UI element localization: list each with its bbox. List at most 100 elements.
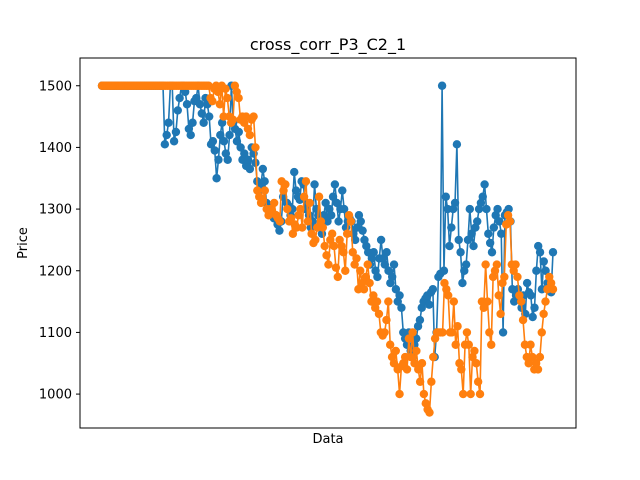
series-1-point	[473, 377, 483, 386]
series-0-point	[162, 130, 171, 140]
series-0-point	[445, 241, 454, 251]
series-1-point	[314, 192, 324, 201]
series-0-point	[175, 93, 184, 103]
series-0-point	[208, 137, 218, 146]
series-0-point	[195, 100, 205, 109]
series-0-point	[387, 272, 397, 282]
series-0-point	[532, 266, 541, 275]
series-1-point	[258, 195, 268, 205]
series-1-point	[208, 96, 217, 106]
series-0-point	[498, 328, 508, 337]
series-1-point	[283, 204, 292, 214]
series-1-point	[470, 346, 479, 356]
series-1-point	[301, 177, 311, 186]
series-0-point	[310, 180, 319, 189]
series-1-point	[511, 260, 520, 269]
series-1-point	[419, 389, 429, 399]
series-0-point	[245, 164, 255, 174]
series-0-point	[223, 155, 232, 164]
series-1-point	[352, 254, 361, 263]
series-0-point	[330, 180, 340, 189]
series-0-point	[493, 204, 502, 214]
series-1-point	[299, 192, 309, 201]
series-1-point	[286, 214, 296, 223]
series-1-point	[535, 352, 545, 362]
series-1-point	[533, 365, 543, 374]
plot-frame	[79, 57, 577, 429]
series-0-point	[391, 285, 401, 294]
series-0-point	[182, 100, 192, 109]
series-1-point	[475, 389, 485, 399]
series-1-point	[408, 328, 417, 337]
series-1-point	[365, 278, 374, 288]
series-0-point	[424, 300, 434, 309]
series-1-point	[369, 291, 378, 300]
series-1-point	[385, 340, 395, 349]
series-1-point	[457, 365, 466, 374]
series-1-point	[417, 359, 427, 368]
series-1-point	[333, 272, 342, 282]
series-1-point	[447, 328, 457, 337]
series-0-point	[480, 180, 489, 189]
chart-title: cross_corr_P3_C2_1	[250, 35, 406, 55]
series-1-point	[329, 241, 339, 251]
series-1-point	[384, 297, 393, 306]
series-0-point	[482, 204, 491, 214]
series-0-point	[323, 217, 332, 226]
series-1-point	[462, 328, 472, 337]
series-0-point	[522, 278, 532, 288]
series-1-point	[537, 328, 546, 337]
series-1-point	[213, 87, 223, 97]
series-1-point	[269, 198, 279, 208]
series-0-point	[171, 127, 181, 137]
series-0-point	[504, 204, 513, 214]
series-0-point	[214, 155, 223, 164]
series-1-point	[449, 297, 459, 306]
series-0-point	[535, 248, 545, 257]
series-1-point	[427, 377, 436, 386]
y-tick-label-1100: 1100	[39, 326, 72, 341]
series-0-point	[173, 106, 182, 115]
series-1-point	[359, 285, 369, 294]
series-0-point	[334, 217, 343, 226]
series-0-point	[454, 235, 463, 245]
series-0-point	[369, 248, 378, 257]
series-0-point	[376, 235, 386, 245]
series-1-point	[513, 272, 522, 282]
series-0-point	[495, 217, 504, 226]
series-0-point	[351, 235, 360, 245]
series-1-point	[487, 340, 496, 349]
series-1-point	[382, 315, 391, 325]
series-1-point	[391, 346, 400, 356]
series-1-point	[464, 340, 473, 349]
series-1-point	[322, 251, 331, 260]
series-0-point	[210, 146, 219, 155]
series-0-point	[526, 291, 536, 300]
series-0-point	[243, 155, 253, 164]
plot-series	[97, 81, 558, 417]
series-1-point	[324, 260, 333, 269]
series-1-point	[524, 359, 533, 368]
series-1-point	[339, 248, 348, 257]
series-0-point	[463, 235, 473, 245]
y-axis-label: Price	[16, 227, 31, 259]
series-0-point	[478, 192, 487, 201]
series-1-point	[249, 112, 258, 121]
y-axis: 1000 1100 1200 1300 1400 1500	[39, 79, 80, 403]
series-1-point	[444, 291, 453, 300]
series-0-point	[240, 149, 249, 158]
series-1-point	[215, 100, 225, 109]
series-0-point	[260, 177, 269, 186]
series-0-point	[389, 260, 399, 269]
series-0-point	[395, 291, 404, 300]
series-0-point	[160, 140, 170, 149]
series-0-point	[415, 315, 425, 325]
series-0-point	[225, 130, 234, 140]
series-1-point	[500, 272, 509, 282]
series-1-point	[356, 266, 365, 275]
series-1-point	[311, 235, 320, 245]
series-0-point	[186, 130, 195, 140]
series-1-point	[320, 241, 329, 251]
